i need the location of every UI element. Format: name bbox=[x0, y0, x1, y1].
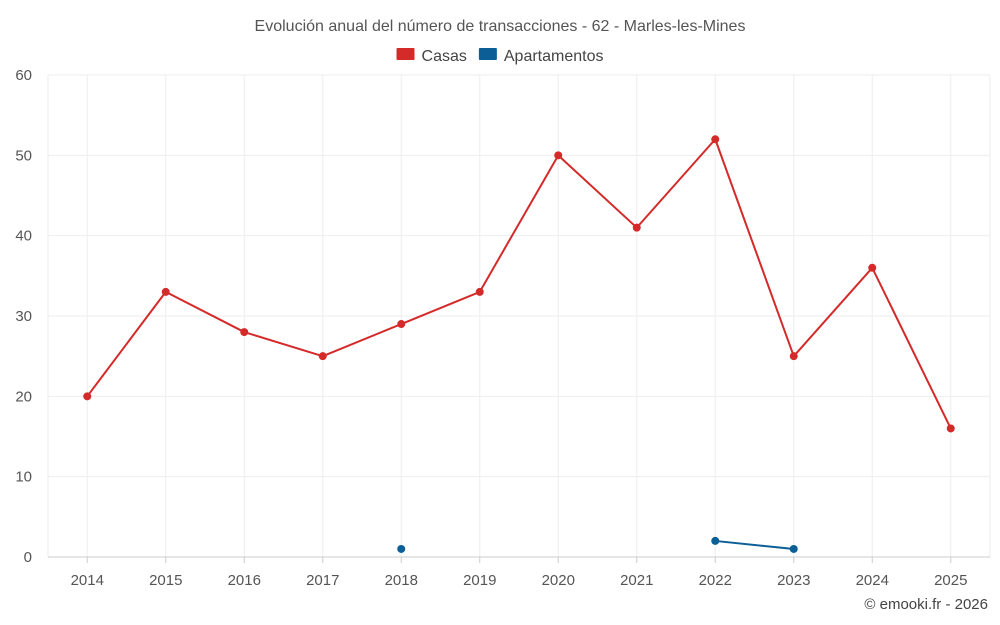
legend-label: Casas bbox=[422, 48, 467, 65]
y-tick-label: 50 bbox=[15, 147, 32, 164]
x-tick-label: 2018 bbox=[385, 572, 418, 589]
data-point-casas bbox=[240, 328, 249, 337]
x-tick-label: 2019 bbox=[463, 572, 496, 589]
x-tick-label: 2021 bbox=[620, 572, 653, 589]
series-layer bbox=[83, 135, 955, 553]
data-point-casas bbox=[711, 135, 720, 144]
y-tick-label: 0 bbox=[24, 549, 32, 566]
data-point-casas bbox=[397, 320, 406, 329]
data-point-casas bbox=[475, 287, 484, 296]
legend-swatch bbox=[478, 48, 497, 60]
y-tick-label: 30 bbox=[15, 308, 32, 325]
legend-swatch bbox=[396, 48, 415, 60]
series-line-casas bbox=[86, 138, 952, 429]
data-point-casas bbox=[318, 352, 327, 361]
x-tick-label: 2015 bbox=[149, 572, 182, 589]
data-point-casas bbox=[946, 424, 955, 433]
series-line-apartamentos bbox=[715, 539, 794, 550]
chart-title: Evolución anual del número de transaccio… bbox=[255, 18, 746, 35]
legend: Casas Apartamentos bbox=[396, 48, 604, 65]
legend-label: Apartamentos bbox=[504, 48, 604, 65]
data-point-casas bbox=[161, 287, 170, 296]
x-tick-label: 2024 bbox=[856, 572, 889, 589]
x-tick-label: 2016 bbox=[228, 572, 261, 589]
legend-item-casas: Casas bbox=[396, 48, 467, 65]
legend-item-apartamentos: Apartamentos bbox=[478, 48, 604, 65]
data-point-apartamentos bbox=[789, 544, 798, 553]
data-point-apartamentos bbox=[397, 544, 406, 553]
data-point-casas bbox=[83, 392, 92, 401]
x-tick-label: 2025 bbox=[934, 572, 967, 589]
y-tick-label: 60 bbox=[15, 67, 32, 84]
data-point-casas bbox=[632, 223, 641, 232]
grid bbox=[47, 74, 991, 557]
data-point-apartamentos bbox=[711, 536, 720, 545]
data-point-casas bbox=[868, 263, 877, 272]
y-tick-label: 10 bbox=[15, 469, 32, 486]
x-tick-label: 2023 bbox=[777, 572, 810, 589]
x-tick-label: 2020 bbox=[542, 572, 575, 589]
x-tick-label: 2017 bbox=[306, 572, 339, 589]
data-point-casas bbox=[789, 352, 798, 361]
y-tick-label: 40 bbox=[15, 228, 32, 245]
credit-text: © emooki.fr - 2026 bbox=[864, 596, 988, 613]
x-tick-label: 2014 bbox=[71, 572, 104, 589]
x-tick-label: 2022 bbox=[699, 572, 732, 589]
data-point-casas bbox=[554, 151, 563, 160]
y-tick-label: 20 bbox=[15, 388, 32, 405]
axes: 0 10 20 30 40 50 60 2014 2015 2016 2017 2018 2019 202… bbox=[15, 67, 990, 589]
